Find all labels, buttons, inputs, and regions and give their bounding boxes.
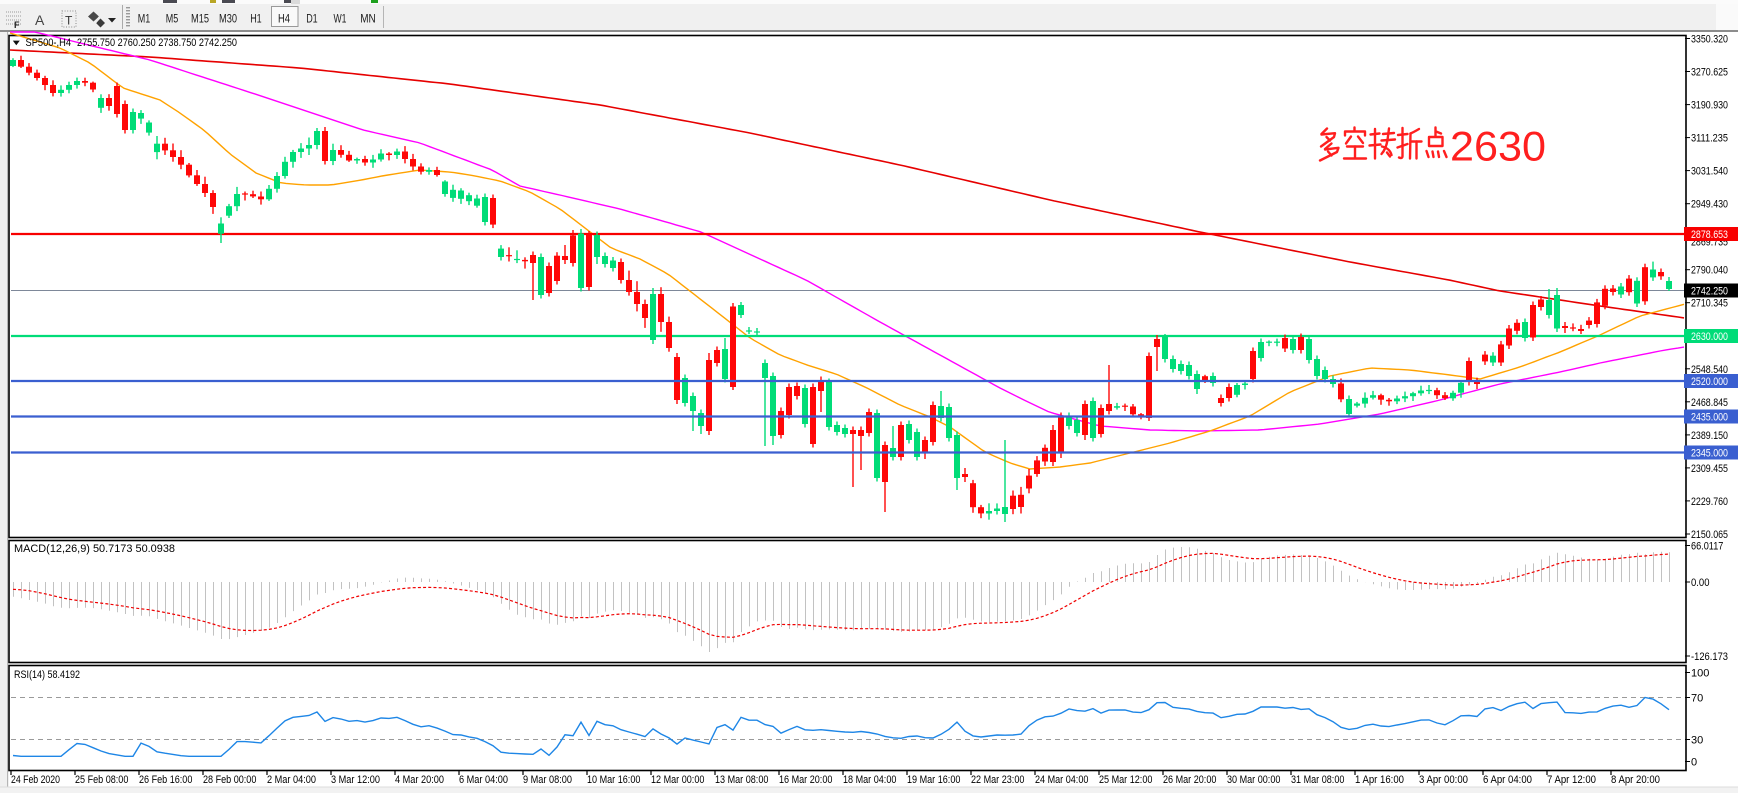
svg-text:7 Apr 12:00: 7 Apr 12:00	[1547, 774, 1596, 786]
svg-text:2345.000: 2345.000	[1691, 448, 1728, 460]
svg-text:F: F	[14, 20, 20, 30]
svg-text:2755.750 2760.250 2738.750 274: 2755.750 2760.250 2738.750 2742.250	[77, 37, 237, 49]
svg-text:24 Mar 04:00: 24 Mar 04:00	[1035, 774, 1088, 786]
svg-text:D1: D1	[306, 14, 318, 26]
svg-text:3270.625: 3270.625	[1691, 67, 1728, 79]
svg-text:70: 70	[1691, 693, 1703, 705]
svg-text:-126.173: -126.173	[1691, 651, 1728, 663]
svg-text:2229.760: 2229.760	[1691, 496, 1728, 508]
svg-text:2520.000: 2520.000	[1691, 376, 1728, 388]
svg-text:3111.235: 3111.235	[1691, 133, 1728, 145]
svg-text:18 Mar 04:00: 18 Mar 04:00	[843, 774, 896, 786]
svg-text:1 Apr 16:00: 1 Apr 16:00	[1355, 774, 1404, 786]
svg-text:16 Mar 20:00: 16 Mar 20:00	[779, 774, 832, 786]
svg-text:6 Apr 04:00: 6 Apr 04:00	[1483, 774, 1532, 786]
svg-text:2878.653: 2878.653	[1691, 229, 1728, 241]
svg-text:4 Mar 20:00: 4 Mar 20:00	[395, 774, 444, 786]
svg-text:M15: M15	[191, 14, 209, 26]
svg-text:26 Mar 20:00: 26 Mar 20:00	[1163, 774, 1216, 786]
svg-text:MN: MN	[360, 14, 376, 26]
svg-text:2435.000: 2435.000	[1691, 412, 1728, 424]
svg-text:0: 0	[1691, 757, 1697, 769]
svg-text:2742.250: 2742.250	[1691, 286, 1728, 298]
svg-text:12 Mar 00:00: 12 Mar 00:00	[651, 774, 704, 786]
svg-text:2309.455: 2309.455	[1691, 463, 1728, 475]
svg-text:2468.845: 2468.845	[1691, 397, 1728, 409]
svg-text:MACD(12,26,9) 50.7173 50.0938: MACD(12,26,9) 50.7173 50.0938	[14, 543, 175, 555]
svg-text:M1: M1	[138, 14, 151, 26]
svg-text:26 Feb 16:00: 26 Feb 16:00	[139, 774, 192, 786]
svg-text:3031.540: 3031.540	[1691, 166, 1728, 178]
svg-text:10 Mar 16:00: 10 Mar 16:00	[587, 774, 640, 786]
svg-text:6 Mar 04:00: 6 Mar 04:00	[459, 774, 508, 786]
svg-text:M30: M30	[219, 14, 237, 26]
svg-text:W1: W1	[334, 14, 347, 26]
svg-text:2790.040: 2790.040	[1691, 265, 1728, 277]
svg-text:24 Feb 2020: 24 Feb 2020	[11, 774, 60, 786]
svg-text:3 Mar 12:00: 3 Mar 12:00	[331, 774, 380, 786]
svg-text:3 Apr 00:00: 3 Apr 00:00	[1419, 774, 1468, 786]
svg-text:RSI(14) 58.4192: RSI(14) 58.4192	[14, 669, 80, 681]
svg-text:H1: H1	[250, 14, 262, 26]
svg-text:30: 30	[1691, 735, 1703, 747]
svg-text:25 Mar 12:00: 25 Mar 12:00	[1099, 774, 1152, 786]
svg-text:2389.150: 2389.150	[1691, 430, 1728, 442]
svg-text:25 Feb 08:00: 25 Feb 08:00	[75, 774, 128, 786]
svg-text:M5: M5	[166, 14, 179, 26]
svg-text:2949.430: 2949.430	[1691, 199, 1728, 211]
svg-text:8 Apr 20:00: 8 Apr 20:00	[1611, 774, 1660, 786]
svg-text:SP500-,H4: SP500-,H4	[26, 37, 72, 49]
svg-text:A: A	[35, 12, 45, 28]
svg-text:2630.000: 2630.000	[1691, 331, 1728, 343]
svg-text:2150.065: 2150.065	[1691, 529, 1728, 541]
svg-text:2630: 2630	[1450, 123, 1546, 170]
svg-text:0.00: 0.00	[1691, 577, 1710, 589]
svg-text:3190.930: 3190.930	[1691, 100, 1728, 112]
svg-text:100: 100	[1691, 668, 1709, 680]
svg-text:13 Mar 08:00: 13 Mar 08:00	[715, 774, 768, 786]
svg-text:31 Mar 08:00: 31 Mar 08:00	[1291, 774, 1344, 786]
svg-text:9 Mar 08:00: 9 Mar 08:00	[523, 774, 572, 786]
svg-text:22 Mar 23:00: 22 Mar 23:00	[971, 774, 1024, 786]
svg-text:66.0117: 66.0117	[1691, 541, 1723, 553]
svg-text:2710.345: 2710.345	[1691, 298, 1728, 310]
svg-text:T: T	[65, 14, 73, 28]
svg-text:30 Mar 00:00: 30 Mar 00:00	[1227, 774, 1280, 786]
svg-text:19 Mar 16:00: 19 Mar 16:00	[907, 774, 960, 786]
svg-text:2548.540: 2548.540	[1691, 364, 1728, 376]
svg-text:H4: H4	[278, 14, 290, 26]
svg-text:2 Mar 04:00: 2 Mar 04:00	[267, 774, 316, 786]
svg-text:28 Feb 00:00: 28 Feb 00:00	[203, 774, 256, 786]
svg-text:3350.320: 3350.320	[1691, 34, 1728, 46]
